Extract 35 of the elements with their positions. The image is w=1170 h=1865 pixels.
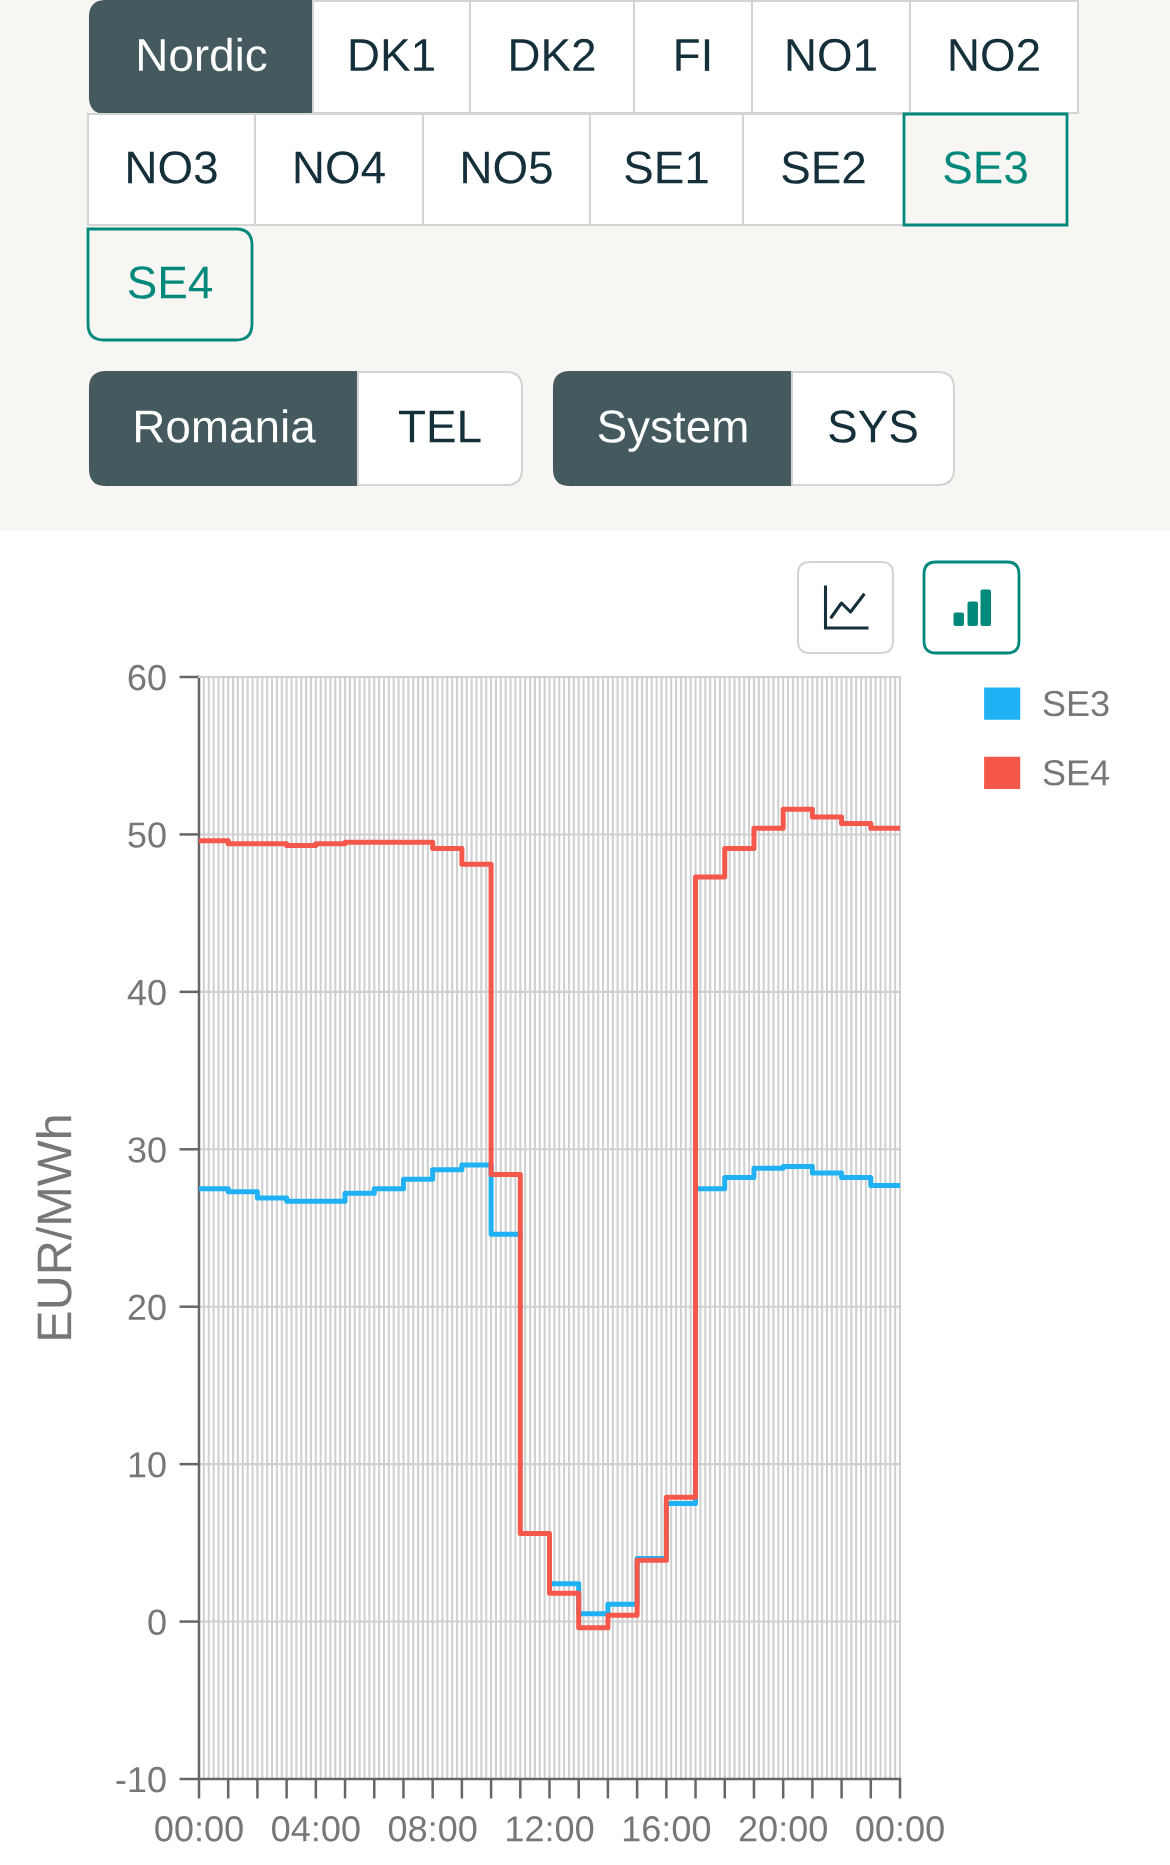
y-tick-label: 20 <box>128 1294 166 1321</box>
text: NO4 <box>295 151 385 184</box>
y-tick-label: 60 <box>128 664 166 691</box>
text: NO3 <box>128 151 217 184</box>
y-tick-label: 50 <box>128 822 166 848</box>
text: TEL <box>399 410 481 443</box>
text: FI <box>676 39 710 71</box>
text: Romania <box>136 409 316 443</box>
x-tick-label: 04:00 <box>272 1816 360 1842</box>
text: NO2 <box>950 38 1039 72</box>
text: DK1 <box>350 39 434 71</box>
text: SE3 <box>944 151 1027 184</box>
x-tick-label: 00:00 <box>155 1816 243 1842</box>
y-tick-label: 10 <box>129 1452 166 1478</box>
legend-label: SE3 <box>1043 690 1109 717</box>
text: Nordic <box>139 37 267 72</box>
y-axis-title: EUR/MWh <box>35 1116 72 1339</box>
y-tick-label: -10 <box>116 1766 166 1793</box>
y-tick-label: 30 <box>128 1137 166 1163</box>
legend-label: SE4 <box>1043 760 1110 786</box>
x-tick-label: 12:00 <box>507 1816 594 1842</box>
x-tick-label: 20:00 <box>739 1816 827 1842</box>
x-tick-label: 00:00 <box>856 1816 944 1842</box>
text: DK2 <box>511 38 595 71</box>
x-tick-label: 08:00 <box>388 1816 477 1842</box>
text: SYS <box>829 410 917 443</box>
x-tick-label: 16:00 <box>623 1816 711 1842</box>
text: SE2 <box>782 151 865 184</box>
text: NO5 <box>463 151 552 184</box>
y-tick-label: 40 <box>127 979 166 1006</box>
y-tick-label: 0 <box>148 1609 166 1636</box>
text: NO1 <box>787 38 876 72</box>
text: System <box>598 410 747 452</box>
text: SE4 <box>128 266 212 299</box>
text: SE1 <box>625 151 708 184</box>
